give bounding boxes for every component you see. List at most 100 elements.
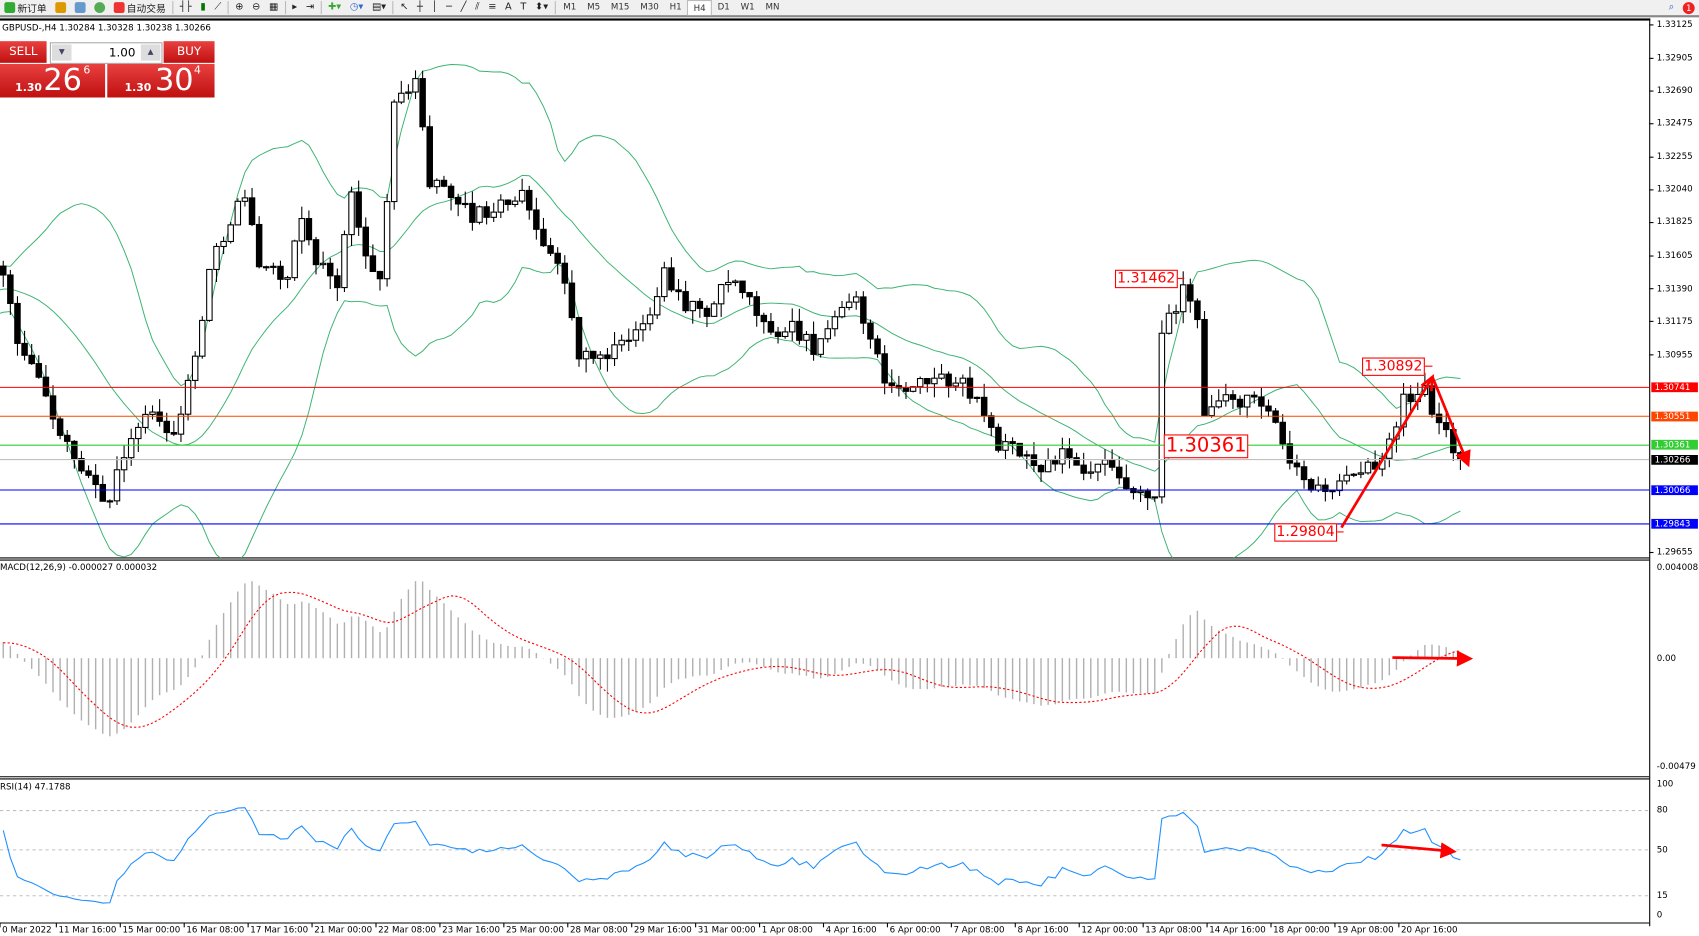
trendline-tool[interactable]: ╱ xyxy=(460,2,467,13)
timeframe-m5[interactable]: M5 xyxy=(587,1,601,12)
time-axis-label: 13 Apr 08:00 xyxy=(1145,925,1202,935)
candle xyxy=(1158,332,1166,498)
candlestick-button[interactable]: ▮ xyxy=(200,2,206,13)
candle xyxy=(0,265,7,276)
sell-button[interactable]: SELL xyxy=(0,41,47,63)
rsi-axis-label: 15 xyxy=(1656,890,1668,901)
text-tool[interactable]: A xyxy=(505,2,512,13)
price-axis-label: 1.32475 xyxy=(1656,118,1693,129)
candle xyxy=(1172,311,1180,314)
price-axis-label: 1.30955 xyxy=(1656,349,1693,360)
timeframe-m15[interactable]: M15 xyxy=(610,1,630,12)
templates-button[interactable]: ▤▾ xyxy=(371,2,387,13)
time-axis-label: 25 Mar 00:00 xyxy=(506,925,564,935)
terminal-button[interactable] xyxy=(70,0,90,15)
channel-tool[interactable]: ⫽ xyxy=(475,2,480,13)
timeframe-h4[interactable]: H4 xyxy=(687,0,713,16)
one-click-trading-panel: SELL ▼ 1.00 ▲ BUY 1.30 26 6 1.30 30 4 xyxy=(0,41,215,98)
cursor-tool[interactable]: ↖ xyxy=(400,2,409,13)
chart-window[interactable] xyxy=(0,18,1651,927)
candle xyxy=(653,296,661,316)
lot-increase-button[interactable]: ▲ xyxy=(140,44,161,61)
candle xyxy=(177,413,185,435)
candle xyxy=(1059,448,1066,465)
candle xyxy=(980,396,988,417)
sell-price[interactable]: 1.30 26 6 xyxy=(0,63,106,98)
candle xyxy=(440,179,448,187)
candle xyxy=(184,379,192,415)
arrows-tool[interactable]: ⬍▾ xyxy=(535,2,549,13)
sell-price-fraction: 6 xyxy=(83,64,91,77)
new-order-button[interactable]: 新订单 xyxy=(0,0,51,15)
timeframe-d1[interactable]: D1 xyxy=(717,1,730,12)
candle xyxy=(931,377,938,385)
lot-size-input[interactable]: ▼ 1.00 ▲ xyxy=(49,42,163,64)
candle xyxy=(966,377,974,399)
candle xyxy=(355,191,362,228)
timeframe-m30[interactable]: M30 xyxy=(640,1,659,12)
candle xyxy=(426,126,433,188)
timeframe-h1[interactable]: H1 xyxy=(669,1,682,12)
notifications-button[interactable]: 1 xyxy=(1678,0,1699,15)
metaeditor-button[interactable] xyxy=(51,0,71,15)
timeframe-w1[interactable]: W1 xyxy=(740,1,755,12)
time-axis-label: 16 Mar 08:00 xyxy=(186,925,245,935)
zoom-in-button[interactable]: ⊕ xyxy=(235,2,244,13)
macd-header: MACD(12,26,9) -0.000027 0.000032 xyxy=(0,562,158,572)
candle xyxy=(1243,394,1251,408)
sell-price-prefix: 1.30 xyxy=(15,82,42,95)
candle xyxy=(135,426,142,440)
indicators-button[interactable]: ✚▾ xyxy=(328,2,342,13)
candle xyxy=(788,320,796,333)
rsi-header: RSI(14) 47.1788 xyxy=(0,782,71,792)
candle xyxy=(1087,471,1095,474)
vertical-line-tool[interactable]: │ xyxy=(431,2,438,13)
candle xyxy=(120,457,128,471)
time-axis-label: 18 Apr 00:00 xyxy=(1273,925,1330,935)
candle xyxy=(547,245,554,254)
time-axis-label: 22 Mar 08:00 xyxy=(378,925,437,935)
lot-decrease-button[interactable]: ▼ xyxy=(52,44,72,61)
time-axis-label: 0 Mar 2022 xyxy=(2,925,52,935)
buy-button[interactable]: BUY xyxy=(163,41,215,63)
chart-shift-button[interactable]: ⇥ xyxy=(305,2,315,13)
candle xyxy=(163,420,170,434)
candle xyxy=(717,284,725,305)
candle xyxy=(732,280,739,284)
line-chart-button[interactable]: ⟋ xyxy=(214,2,222,13)
candle xyxy=(881,353,888,384)
candle xyxy=(575,317,583,360)
macd-signal-line xyxy=(3,591,1461,728)
tile-windows-button[interactable]: ▦ xyxy=(268,2,279,13)
buy-price[interactable]: 1.30 30 4 xyxy=(107,63,215,98)
macd-axis-label: 0.004008 xyxy=(1656,562,1699,572)
candle xyxy=(483,206,490,218)
price-axis-label: 1.32255 xyxy=(1656,151,1693,162)
bar-chart-button[interactable]: ┤├ xyxy=(179,2,192,13)
text-label-tool[interactable]: T xyxy=(520,2,527,13)
candle xyxy=(99,483,107,502)
fibonacci-tool[interactable]: ≡ xyxy=(488,2,497,13)
search-icon[interactable]: ⌕ xyxy=(1668,2,1675,13)
terminal-icon xyxy=(74,2,86,13)
horizontal-line-tool[interactable]: ─ xyxy=(446,2,452,13)
candle xyxy=(589,350,597,359)
candle xyxy=(326,262,334,277)
crosshair-tool[interactable]: ┼ xyxy=(416,2,423,13)
candle xyxy=(1151,496,1159,499)
timeframe-m1[interactable]: M1 xyxy=(563,1,577,12)
autoscroll-button[interactable]: ▸ xyxy=(292,2,298,13)
time-axis-label: 17 Mar 16:00 xyxy=(250,925,309,935)
auto-trading-button[interactable]: 自动交易 xyxy=(109,0,170,15)
timeframe-mn[interactable]: MN xyxy=(765,1,780,12)
signals-button[interactable] xyxy=(90,0,110,15)
periods-button[interactable]: ◷▾ xyxy=(349,2,364,13)
candle xyxy=(668,267,675,291)
candle xyxy=(227,224,234,243)
candle xyxy=(127,438,135,459)
zoom-out-button[interactable]: ⊖ xyxy=(252,2,261,13)
candle xyxy=(383,201,391,280)
candle xyxy=(682,291,689,312)
candle xyxy=(1002,441,1009,451)
